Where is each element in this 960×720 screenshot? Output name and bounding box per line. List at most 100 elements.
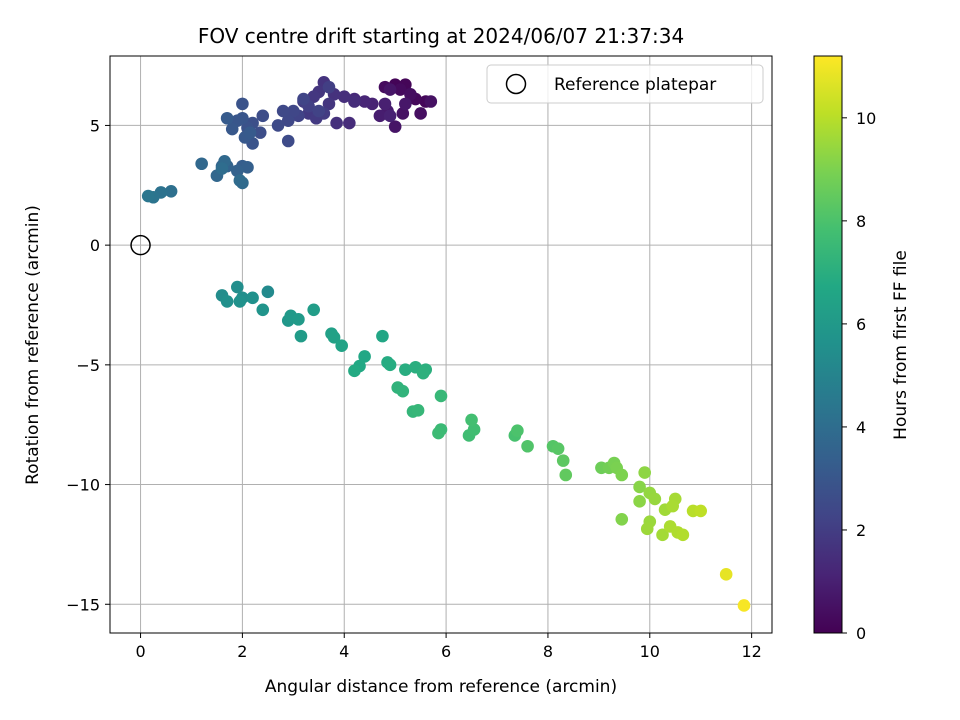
data-point [648, 492, 662, 506]
data-point [424, 95, 438, 108]
data-point [330, 116, 343, 130]
data-point [312, 104, 326, 118]
data-point [640, 522, 654, 536]
data-point [383, 358, 397, 372]
colorbar-tick-label: 0 [856, 624, 866, 643]
data-point [220, 111, 234, 125]
chart-title: FOV centre drift starting at 2024/06/07 … [198, 24, 684, 48]
data-point [358, 95, 371, 108]
data-point [335, 339, 349, 352]
data-point [633, 480, 646, 494]
data-point [465, 413, 478, 427]
data-point [253, 126, 267, 139]
y-tick-label: −5 [76, 356, 100, 375]
data-point [292, 313, 305, 326]
reference-point [130, 234, 151, 256]
data-point [297, 92, 310, 106]
colorbar-ticks: 0 2 4 6 8 10 [842, 109, 876, 643]
data-point [215, 162, 229, 175]
data-point [241, 161, 254, 174]
y-axis: −15 −10 −5 0 5 [66, 116, 110, 614]
data-point [164, 184, 178, 198]
legend-label: Reference platepar [554, 75, 716, 95]
data-point [467, 423, 481, 436]
data-point [261, 285, 275, 299]
data-points [141, 76, 751, 612]
data-point [243, 126, 257, 139]
x-tick-label: 4 [339, 642, 349, 661]
colorbar-tick-label: 2 [856, 521, 866, 540]
legend-marker [505, 73, 527, 95]
x-tick-label: 12 [741, 642, 761, 661]
data-point [327, 331, 341, 344]
colorbar: 0 2 4 6 8 10 Hours from first FF file [813, 55, 911, 643]
x-tick-label: 2 [237, 642, 247, 661]
data-point [373, 109, 387, 123]
data-point [615, 512, 629, 526]
data-point [343, 116, 356, 130]
data-point [396, 107, 410, 120]
data-point [337, 90, 351, 104]
y-tick-label: −15 [66, 595, 100, 614]
y-tick-label: −10 [66, 476, 100, 495]
colorbar-tick-label: 8 [856, 212, 866, 231]
data-point [404, 88, 417, 101]
plot-frame [109, 55, 773, 634]
colorbar-tick-label: 6 [856, 315, 866, 334]
data-point [225, 122, 239, 136]
y-axis-label: Rotation from reference (arcmin) [23, 205, 43, 485]
data-point [399, 363, 412, 376]
data-point [378, 97, 392, 111]
data-point [432, 426, 445, 440]
data-point [414, 107, 427, 120]
y-tick-label: 5 [90, 116, 100, 135]
data-point [399, 97, 412, 111]
data-point [141, 189, 155, 203]
y-tick-label: 0 [90, 236, 100, 255]
data-point [521, 439, 534, 453]
data-point [434, 389, 448, 403]
data-point [556, 454, 570, 467]
data-point [666, 499, 679, 513]
data-point [348, 364, 361, 378]
data-point [233, 295, 247, 308]
data-point [256, 109, 270, 123]
colorbar-label: Hours from first FF file [891, 250, 911, 440]
data-point [287, 104, 300, 118]
data-point [719, 568, 733, 581]
colorbar-gradient [813, 55, 843, 634]
legend-box [486, 64, 764, 104]
data-point [271, 119, 285, 132]
data-point [388, 120, 402, 133]
data-point [322, 80, 336, 94]
x-tick-label: 8 [543, 642, 553, 661]
colorbar-tick-label: 10 [856, 109, 876, 128]
data-point [416, 366, 430, 380]
data-point [559, 468, 573, 482]
data-point [276, 104, 290, 118]
data-point [383, 109, 397, 123]
data-point [348, 95, 361, 108]
data-point [694, 504, 708, 518]
data-point [294, 329, 308, 343]
data-point [411, 404, 425, 417]
data-point [511, 424, 524, 437]
data-point [307, 90, 320, 104]
grid [110, 56, 772, 633]
data-point [220, 295, 234, 308]
x-axis-label: Angular distance from reference (arcmin) [265, 677, 617, 697]
data-point [383, 83, 397, 96]
reference-marker [130, 234, 151, 256]
data-point [281, 134, 295, 148]
data-point [307, 303, 320, 317]
x-axis: 0 2 4 6 8 10 12 [135, 633, 762, 661]
legend: Reference platepar [486, 64, 764, 104]
data-point [246, 291, 259, 305]
data-point [551, 442, 565, 455]
data-point [393, 83, 407, 96]
data-point [656, 528, 669, 542]
data-point [231, 164, 244, 178]
x-tick-label: 6 [441, 642, 451, 661]
colorbar-tick-label: 4 [856, 418, 866, 437]
data-point [676, 528, 690, 542]
